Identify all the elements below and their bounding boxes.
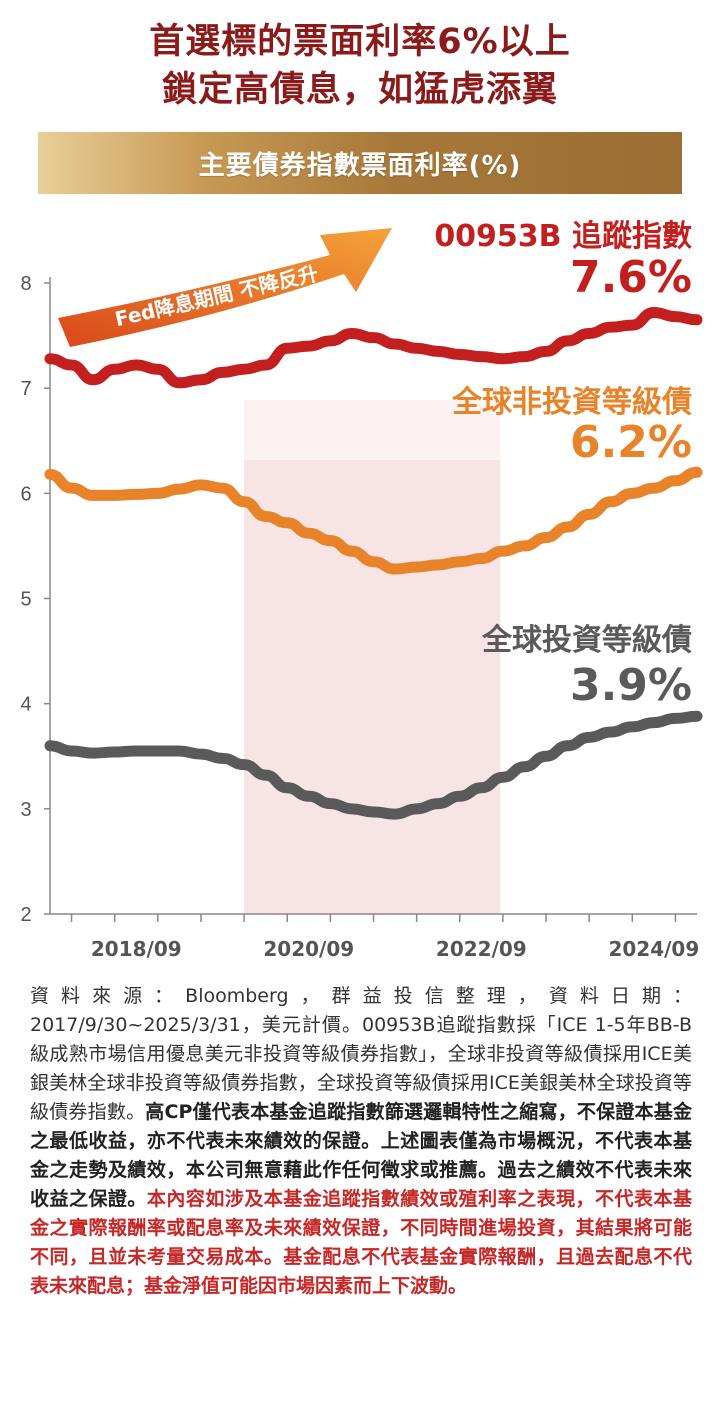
arrow-label: Fed降息期間 不降反升 (113, 261, 321, 331)
y-tick-label: 6 (20, 483, 31, 505)
series-value-label-2: 6.2% (570, 417, 692, 468)
series-name-label-2: 全球非投資等級債 (451, 385, 692, 420)
line-chart: 2 3 4 5 6 7 8 2018/09 2020/09 2022/09 2024/09 Fed降… (20, 219, 703, 961)
source-text: 資料來源：Bloomberg，群益投信整理，資料日期：2017/9/30~202… (30, 985, 692, 1123)
series-name-label-3: 全球投資等級債 (481, 623, 692, 658)
series-value-label-1: 7.6% (570, 252, 692, 303)
x-tick-label: 2024/09 (608, 937, 699, 961)
series-value-label-3: 3.9% (570, 660, 692, 711)
y-tick-label: 3 (20, 799, 31, 821)
y-tick-label: 8 (20, 273, 31, 295)
series-line-2 (44, 466, 703, 575)
x-tick-label: 2018/09 (91, 937, 182, 961)
series-line-1 (44, 306, 703, 389)
chart-title: 主要債券指數票面利率(%) (198, 150, 522, 181)
headline: 首選標的票面利率6%以上 鎖定高債息，如猛虎添翼 (0, 18, 720, 114)
series-name-label-1: 00953B 追蹤指數 (434, 219, 692, 254)
headline-line-1: 首選標的票面利率6%以上 (149, 22, 571, 62)
rate-cut-period-fade (244, 400, 501, 460)
chart-title-banner: 主要債券指數票面利率(%) (38, 132, 682, 194)
rate-cut-arrow: Fed降息期間 不降反升 (58, 228, 392, 347)
x-tick-label: 2022/09 (436, 937, 527, 961)
source-note: 資料來源：Bloomberg，群益投信整理，資料日期：2017/9/30~202… (30, 982, 692, 1301)
x-tick-label: 2020/09 (263, 937, 354, 961)
y-tick-label: 2 (20, 904, 31, 926)
disclaimer-bold: 高CP僅代表本基金追蹤指數篩選邏輯特性之縮寫，不保證本基金之最低收益，亦不代表未… (30, 1101, 692, 1210)
y-tick-label: 7 (20, 378, 31, 400)
series-line-3 (44, 710, 703, 820)
disclaimer-red: 本內容如涉及本基金追蹤指數績效或殖利率之表現，不代表本基金之實際報酬率或配息率及… (30, 1188, 692, 1297)
rate-cut-period-shade (244, 400, 501, 914)
headline-line-2: 鎖定高債息，如猛虎添翼 (161, 70, 558, 110)
y-tick-label: 4 (20, 694, 31, 716)
arrow-shape (58, 228, 392, 347)
y-tick-label: 5 (20, 589, 31, 611)
